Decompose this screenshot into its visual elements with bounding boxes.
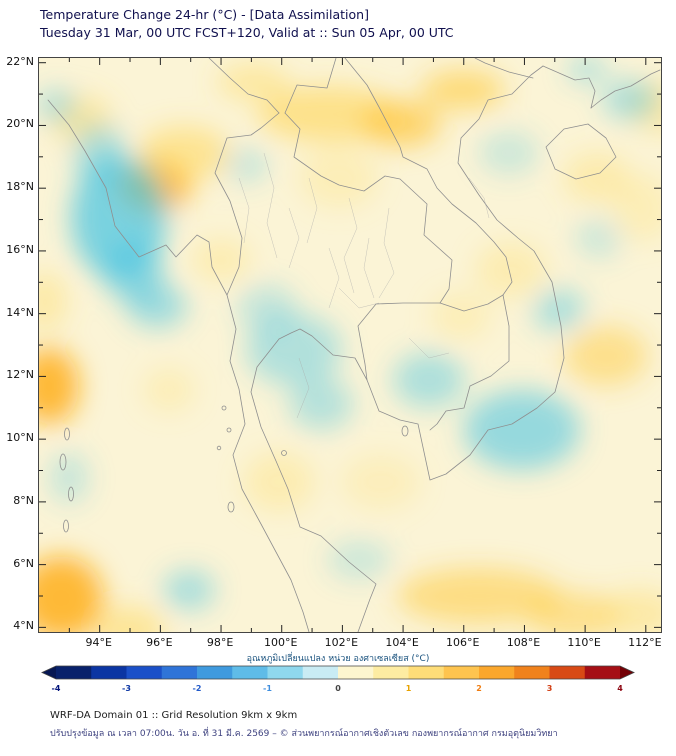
footer-credit: ปรับปรุงข้อมูล ณ เวลา 07:00น. วัน อ. ที่… (50, 729, 558, 739)
x-axis-label: 98°E (206, 636, 234, 649)
x-axis-label: 96°E (146, 636, 173, 649)
colorbar-tick-label: 1 (405, 684, 412, 693)
map-canvas (38, 57, 662, 633)
x-axis-label: 102°E (324, 636, 359, 649)
colorbar-title: อุณหภูมิเปลี่ยนแปลง หน่วย องศาเซลเซียส (… (246, 654, 430, 664)
y-axis-label: 10°N (6, 431, 34, 445)
province-borders (238, 152, 490, 419)
footer-model-info: WRF-DA Domain 01 :: Grid Resolution 9km … (50, 710, 298, 721)
y-axis-label: 12°N (6, 368, 34, 382)
anomaly-blobs (39, 58, 661, 632)
colorbar-tick-label: 4 (617, 684, 623, 693)
page-subtitle: Tuesday 31 Mar, 00 UTC FCST+120, Valid a… (40, 25, 454, 40)
y-axis-label: 14°N (6, 305, 34, 319)
x-axis-label: 110°E (567, 636, 601, 649)
colorbar-tick-label: 2 (476, 684, 482, 693)
country-borders (47, 58, 661, 632)
colorbar-tick-label: 0 (335, 684, 341, 693)
y-axis-label: 16°N (6, 242, 34, 256)
colorbar-tick-label: -3 (122, 684, 131, 693)
page-title: Temperature Change 24-hr (°C) - [Data As… (40, 7, 369, 22)
x-axis-label: 112°E (628, 636, 662, 649)
x-axis-label: 104°E (385, 636, 419, 649)
colorbar-tick-label: 3 (546, 684, 553, 693)
x-axis-label: 94°E (85, 636, 112, 649)
y-axis-label: 22°N (6, 54, 34, 68)
y-axis-label: 20°N (6, 117, 34, 131)
colorbar-tick-label: -1 (263, 684, 272, 693)
y-axis-label: 6°N (13, 556, 34, 570)
x-axis-label: 100°E (264, 636, 298, 649)
colorbar-tick-label: -4 (51, 684, 61, 693)
colorbar-tick-label: -2 (192, 684, 202, 693)
header: Temperature Change 24-hr (°C) - [Data As… (40, 7, 454, 41)
colorbar-scale (41, 665, 635, 680)
y-axis-label: 4°N (13, 619, 34, 633)
x-axis-label: 108°E (506, 636, 541, 649)
axis-ticks (39, 58, 661, 632)
y-axis-label: 18°N (6, 180, 34, 194)
x-axis-label: 106°E (446, 636, 480, 649)
y-axis-label: 8°N (13, 493, 34, 507)
map-image (39, 58, 661, 632)
